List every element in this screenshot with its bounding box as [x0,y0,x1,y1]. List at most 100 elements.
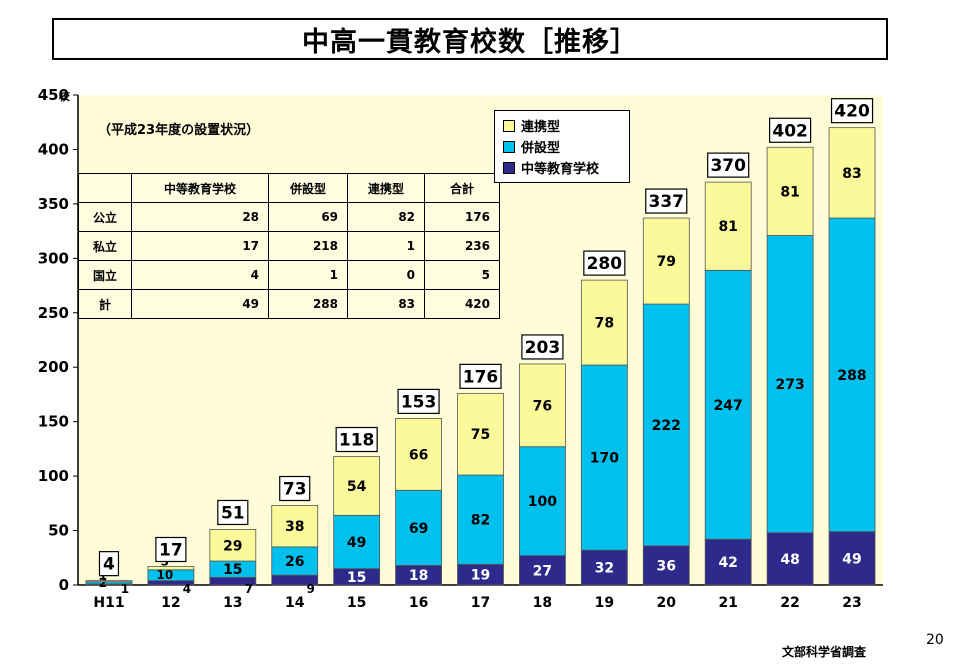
summary-table: 中等教育学校 併設型 連携型 合計 公立 28 69 82 176 私立 17 … [77,173,501,319]
bar-value-label: 76 [533,398,552,414]
y-tick-label: 450 [38,86,69,104]
legend-swatch [503,161,515,174]
bar-value-label: 49 [347,535,366,551]
bar-value-label: 2 [99,576,107,590]
total-label: 402 [772,121,808,141]
y-tick-label: 100 [38,467,69,485]
bar-value-label: 79 [657,254,676,270]
table-cell: 49 [131,289,270,319]
chart-title: 中高一貫教育校数［推移］ [302,26,638,58]
table-header-row: 中等教育学校 併設型 連携型 合計 [77,173,501,203]
total-box [521,334,564,360]
bar-value-label: 15 [347,570,366,586]
bar-segment [828,217,876,533]
bar-segment [209,529,257,562]
bar-value-label: 27 [533,563,552,579]
table-header-cell: 併設型 [268,173,349,203]
total-label: 203 [525,338,561,358]
x-tick-label: 21 [718,595,737,611]
bar-segment [147,566,195,571]
bar-value-label: 75 [471,427,490,443]
bar-segment [828,531,876,586]
total-box [707,152,750,178]
table-header-cell [77,173,133,203]
bar-value-label: 81 [718,219,737,235]
table-cell: 1 [347,231,426,261]
bar-segment [519,363,566,448]
bar-segment [766,532,814,586]
x-tick-label: 13 [223,595,242,611]
bar-segment [457,392,504,476]
bar-segment [333,514,381,570]
legend-label: 連携型 [521,120,561,135]
y-tick-label: 150 [38,413,69,431]
bar-value-label: 54 [347,479,367,495]
legend-item: 併設型 [503,136,621,157]
legend-swatch [503,140,515,153]
table-row-label: 国立 [77,260,133,290]
bar-segment [580,549,628,586]
total-box [583,250,626,276]
total-box [397,388,440,414]
bar-segment [642,545,690,586]
table-cell: 288 [268,289,349,319]
bar-value-label: 10 [157,568,174,582]
bar-value-label: 83 [842,166,861,182]
total-label: 17 [159,540,183,560]
bar-value-label: 170 [590,451,619,467]
table-cell: 5 [424,260,501,290]
table-cell: 176 [424,202,501,232]
bar-value-label: 66 [409,447,428,463]
y-tick-label: 350 [38,195,69,213]
total-box [279,475,311,502]
bar-value-label: 288 [837,368,866,384]
bar-value-label: 19 [471,568,490,584]
total-label: 176 [463,367,499,387]
table-row-label: 計 [77,289,133,319]
table-row: 私立 17 218 1 236 [77,231,501,261]
bar-value-label: 32 [595,561,614,577]
total-label: 51 [221,503,245,523]
x-tick-label: 20 [657,595,677,611]
bar-value-label: 4 [183,582,191,596]
source-note: 文部科学省調査 [782,645,867,659]
legend-label: 併設型 [521,141,561,156]
bar-value-label: 38 [285,519,304,535]
x-tick-label: 17 [471,595,490,611]
bar-segment [642,303,690,547]
bar-value-label: 42 [718,555,737,571]
total-box [459,363,502,389]
bar-value-label: 222 [652,418,681,434]
bar-value-label: 29 [223,538,242,554]
x-tick-label: 23 [842,595,861,611]
bar-segment [333,456,381,516]
y-tick-label: 300 [38,249,69,267]
total-label: 370 [710,156,746,176]
x-tick-label: 22 [780,595,799,611]
table-cell: 82 [347,202,426,232]
bar-value-label: 7 [245,582,253,596]
total-box [830,98,874,124]
table-row: 計 49 288 83 420 [77,289,501,319]
bar-segment [828,127,876,219]
bar-segment [457,474,504,565]
bar-segment [704,538,752,586]
y-tick-label: 50 [48,522,69,540]
table-subtitle: （平成23年度の設置状況） [98,123,260,138]
total-box [155,536,187,563]
table-cell: 69 [268,202,349,232]
table-row: 国立 4 1 0 5 [77,260,501,290]
bar-segment [766,146,814,236]
legend-label: 中等教育学校 [521,162,600,177]
table-header-cell: 中等教育学校 [131,173,270,203]
page-number: 20 [926,632,944,648]
table-cell: 17 [131,231,270,261]
total-box [645,188,688,214]
table-cell: 236 [424,231,501,261]
y-tick-label: 0 [59,576,69,594]
legend: 連携型 併設型 中等教育学校 [494,110,630,183]
y-tick-label: 200 [38,358,69,376]
total-box [98,551,120,577]
bar-value-label: 26 [285,554,304,570]
table-row-label: 公立 [77,202,133,232]
